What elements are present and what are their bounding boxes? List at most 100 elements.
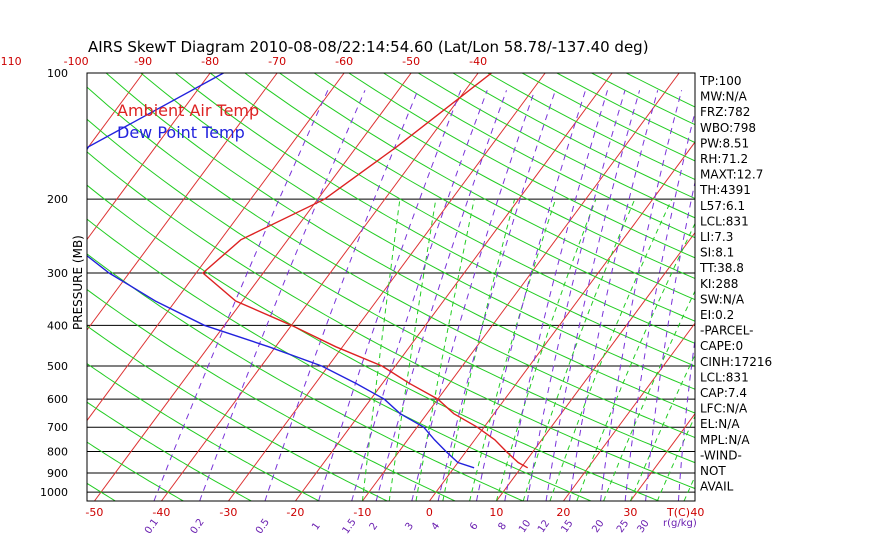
pressure-tick-label: 800 xyxy=(47,446,68,459)
mixing-ratio-line xyxy=(375,90,507,501)
dry-adiabat xyxy=(175,73,695,367)
x-axis-label: T(C) xyxy=(666,506,690,519)
dry-adiabat xyxy=(87,151,695,490)
sounding-index: TH:4391 xyxy=(699,183,751,197)
sounding-index: CAPE:0 xyxy=(700,339,743,353)
pressure-tick-label: 400 xyxy=(47,319,68,332)
mixing-ratio-tick-label: 3 xyxy=(403,521,416,533)
sounding-index: LCL:831 xyxy=(700,214,749,228)
isotherm-line xyxy=(295,73,613,501)
mixing-ratio-tick-label: 4 xyxy=(430,521,443,533)
mixing-ratio-line xyxy=(351,90,488,501)
mixing-ratio-tick-label: 2 xyxy=(368,521,381,533)
pressure-tick-label: 500 xyxy=(47,360,68,373)
dry-adiabat xyxy=(87,86,695,439)
mixing-ratio-line xyxy=(199,90,366,501)
sounding-index: PW:8.51 xyxy=(700,136,749,150)
mixing-ratio-tick-label: 30 xyxy=(635,518,651,535)
bottom-temp-tick-label: 20 xyxy=(556,506,570,519)
dry-adiabat xyxy=(87,482,116,501)
top-temp-tick-label: -100 xyxy=(64,55,89,68)
dry-adiabat xyxy=(452,73,695,200)
moist-adiabat xyxy=(603,289,695,501)
bottom-temp-tick-label: 0 xyxy=(426,506,433,519)
sounding-index: LFC:N/A xyxy=(700,402,748,416)
dew-point-temp-line xyxy=(87,73,475,469)
pressure-tick-label: 700 xyxy=(47,421,68,434)
bottom-temp-tick-label: 10 xyxy=(489,506,503,519)
dry-adiabat xyxy=(348,73,695,259)
sounding-index: CINH:17216 xyxy=(700,355,772,369)
dry-adiabat xyxy=(87,184,660,501)
ambient-air-temp-line xyxy=(201,73,529,469)
isotherm-line xyxy=(94,73,412,501)
mixing-ratio-line xyxy=(526,90,626,501)
moist-adiabat xyxy=(576,222,695,501)
legend-ambient-air-temp: Ambient Air Temp xyxy=(117,101,259,120)
isotherm-line xyxy=(0,73,9,501)
dry-adiabat xyxy=(313,73,695,280)
dry-adiabat xyxy=(487,73,695,181)
isotherm-line xyxy=(87,73,211,241)
mixing-ratio-line xyxy=(318,90,462,501)
sounding-index: EI:0.2 xyxy=(700,308,734,322)
sounding-index: WBO:798 xyxy=(700,121,756,135)
dry-adiabat xyxy=(87,325,388,501)
isotherm-line xyxy=(831,73,870,501)
dry-adiabat xyxy=(87,441,184,501)
sounding-index: MAXT:12.7 xyxy=(700,168,763,182)
sounding-index: SW:N/A xyxy=(700,292,745,306)
bottom-temp-tick-label: -40 xyxy=(152,506,170,519)
moist-adiabat xyxy=(629,353,695,501)
pressure-tick-label: 600 xyxy=(47,393,68,406)
mixing-ratio-tick-label: 25 xyxy=(615,518,631,535)
dry-adiabat xyxy=(279,73,695,301)
mixing-ratio-axis: 0.1 0.2 0.5 1 1.5 2 3 4 6 8 10 12 15 20 25 30 xyxy=(143,517,652,536)
pressure-tick-label: 200 xyxy=(47,193,68,206)
chart-title: AIRS SkewT Diagram 2010-08-08/22:14:54.6… xyxy=(88,38,649,56)
sounding-index: AVAIL xyxy=(700,480,734,494)
sounding-index: NOT xyxy=(700,464,726,478)
pressure-tick-label: 100 xyxy=(47,67,68,80)
isotherm-line xyxy=(0,73,76,501)
moist-adiabat xyxy=(522,199,636,501)
bottom-temperature-axis: -50 -40 -30 -20 -10 0 10 20 30 40 xyxy=(85,506,704,519)
mixing-ratio-tick-label: 8 xyxy=(496,521,509,533)
isotherm-line xyxy=(87,73,278,331)
sounding-index: CAP:7.4 xyxy=(700,386,747,400)
mixing-ratio-line xyxy=(153,90,329,501)
sounding-index: LI:7.3 xyxy=(700,230,733,244)
dry-adiabat xyxy=(140,73,695,390)
mixing-ratio-line xyxy=(545,90,641,501)
mixing-ratio-tick-label: 15 xyxy=(559,518,575,535)
sounding-index: -WIND- xyxy=(700,448,742,462)
sounding-index: SI:8.1 xyxy=(700,246,734,260)
mixing-ratio-tick-label: 1 xyxy=(310,521,323,533)
sounding-index: -PARCEL- xyxy=(700,324,754,338)
bottom-temp-tick-label: -10 xyxy=(353,506,371,519)
mixing-ratio-line xyxy=(476,90,586,501)
sounding-index: TT:38.8 xyxy=(699,261,744,275)
trace-layer xyxy=(87,73,529,469)
sounding-index: LCL:831 xyxy=(700,370,749,384)
grid-layer xyxy=(0,73,870,501)
isotherm-line xyxy=(429,141,695,501)
dry-adiabat xyxy=(209,73,695,344)
dry-adiabat xyxy=(87,401,252,501)
pressure-tick-label: 300 xyxy=(47,267,68,280)
sounding-index: L57:6.1 xyxy=(700,199,745,213)
top-temp-tick-label: -90 xyxy=(134,55,152,68)
dry-adiabat xyxy=(521,73,695,162)
top-temperature-axis: -120-110-100-90-80-70-60-50-40 xyxy=(0,55,487,68)
bottom-temp-tick-label: -50 xyxy=(85,506,103,519)
bottom-temp-tick-label: -30 xyxy=(219,506,237,519)
mixing-ratio-tick-label: 20 xyxy=(590,518,606,535)
moist-adiabat xyxy=(495,199,597,501)
dry-adiabat xyxy=(105,73,695,414)
top-temp-tick-label: -40 xyxy=(469,55,487,68)
y-axis-label: PRESSURE (MB) xyxy=(71,235,85,330)
isotherm-line xyxy=(764,73,870,501)
sounding-index: EL:N/A xyxy=(700,417,740,431)
